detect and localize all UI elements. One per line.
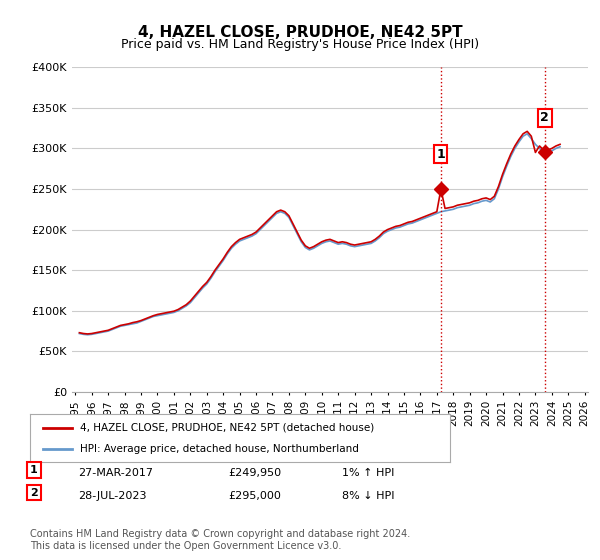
Text: £295,000: £295,000 bbox=[228, 491, 281, 501]
Text: Price paid vs. HM Land Registry's House Price Index (HPI): Price paid vs. HM Land Registry's House … bbox=[121, 38, 479, 51]
Text: 1: 1 bbox=[436, 148, 445, 161]
Text: £249,950: £249,950 bbox=[228, 468, 281, 478]
Text: 27-MAR-2017: 27-MAR-2017 bbox=[78, 468, 153, 478]
Text: 4, HAZEL CLOSE, PRUDHOE, NE42 5PT (detached house): 4, HAZEL CLOSE, PRUDHOE, NE42 5PT (detac… bbox=[80, 423, 374, 433]
Text: 1: 1 bbox=[30, 465, 38, 475]
Text: Contains HM Land Registry data © Crown copyright and database right 2024.
This d: Contains HM Land Registry data © Crown c… bbox=[30, 529, 410, 551]
Text: 1% ↑ HPI: 1% ↑ HPI bbox=[342, 468, 394, 478]
Text: 28-JUL-2023: 28-JUL-2023 bbox=[78, 491, 146, 501]
Text: 2: 2 bbox=[30, 488, 38, 498]
Text: 4, HAZEL CLOSE, PRUDHOE, NE42 5PT: 4, HAZEL CLOSE, PRUDHOE, NE42 5PT bbox=[137, 25, 463, 40]
Text: 8% ↓ HPI: 8% ↓ HPI bbox=[342, 491, 395, 501]
Text: HPI: Average price, detached house, Northumberland: HPI: Average price, detached house, Nort… bbox=[80, 444, 359, 454]
Text: 2: 2 bbox=[541, 111, 549, 124]
